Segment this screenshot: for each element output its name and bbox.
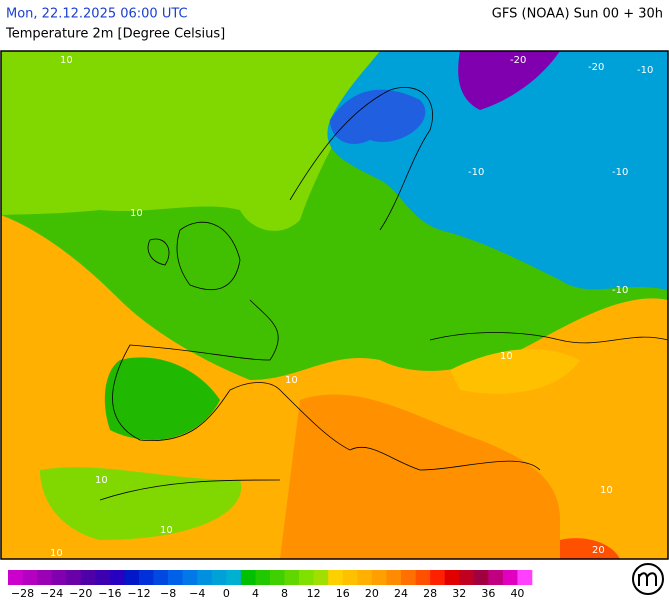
legend-swatch — [357, 570, 373, 585]
legend-swatch — [153, 570, 169, 585]
contour-label: -10 — [468, 167, 484, 178]
parameter: Temperature 2m [Degree Celsius] — [5, 27, 225, 42]
legend-label: 4 — [252, 587, 259, 600]
legend-swatch — [226, 570, 242, 585]
datetime: Mon, 22.12.2025 06:00 UTC — [6, 7, 188, 22]
legend-swatch — [240, 570, 256, 585]
legend-label: 0 — [223, 587, 230, 600]
legend-label: 24 — [394, 587, 408, 600]
legend-swatch — [284, 570, 300, 585]
contour-label: 20 — [592, 545, 605, 556]
legend-swatch — [517, 570, 533, 585]
legend-label: −12 — [127, 587, 150, 600]
contour-label: -20 — [510, 55, 526, 66]
legend-label: 36 — [481, 587, 495, 600]
legend-swatch — [182, 570, 198, 585]
model-run: GFS (NOAA) Sun 00 + 30h — [492, 7, 663, 22]
region-frost — [458, 51, 560, 110]
region-very-cold — [330, 89, 426, 144]
legend-swatch — [8, 570, 23, 585]
legend-swatch — [51, 570, 67, 585]
legend-swatch — [313, 570, 329, 585]
legend-swatch — [415, 570, 431, 585]
legend-swatch — [386, 570, 402, 585]
legend-swatch — [80, 570, 96, 585]
legend-label: −28 — [11, 587, 34, 600]
legend-swatch — [342, 570, 358, 585]
region-warm — [280, 394, 560, 559]
contour-label: -20 — [588, 62, 604, 73]
legend-swatch — [168, 570, 183, 585]
legend-label: 40 — [510, 587, 524, 600]
region-anatolia — [450, 349, 580, 394]
legend-swatch — [109, 570, 125, 585]
legend-swatch — [270, 570, 285, 585]
map-frame — [0, 50, 669, 560]
legend-swatch — [371, 570, 387, 585]
contour-label: 10 — [500, 351, 513, 362]
legend-swatch — [95, 570, 111, 585]
legend-swatch — [502, 570, 518, 585]
legend-label: 20 — [365, 587, 379, 600]
legend-label: −24 — [40, 587, 63, 600]
legend-swatch — [430, 570, 445, 585]
legend-swatch — [401, 570, 416, 585]
region-atlas — [40, 467, 242, 540]
legend-swatch — [328, 570, 344, 585]
legend-swatch — [255, 570, 271, 585]
region-iberia — [104, 357, 220, 440]
legend-swatch — [488, 570, 504, 585]
legend-label: 8 — [281, 587, 288, 600]
legend-swatch — [444, 570, 460, 585]
legend-label: −8 — [160, 587, 176, 600]
legend-label: −20 — [69, 587, 92, 600]
map: -20 -20 -10 -10 -10 -10 10 10 10 10 10 10 10 10 20 — [1, 51, 668, 559]
contour-label: 10 — [160, 525, 173, 536]
contour-label: -10 — [612, 167, 628, 178]
legend-swatch — [459, 570, 475, 585]
region-cool — [1, 51, 380, 231]
legend-swatch — [211, 570, 227, 585]
legend-label: −16 — [98, 587, 121, 600]
contour-label: 10 — [600, 485, 613, 496]
contour-labels: -20 -20 -10 -10 -10 -10 10 10 10 10 10 10 10 10 20 — [50, 55, 653, 559]
contour-label: 10 — [50, 548, 63, 559]
legend-swatch — [66, 570, 82, 585]
legend-label: −4 — [189, 587, 205, 600]
legend-label: 12 — [307, 587, 321, 600]
coastlines — [99, 87, 668, 501]
contour-label: 10 — [285, 375, 298, 386]
legend-swatch — [473, 570, 489, 585]
legend-swatch — [124, 570, 140, 585]
contour-label: 10 — [130, 208, 143, 219]
legend-label: 32 — [452, 587, 466, 600]
legend-swatch — [37, 570, 52, 585]
logo — [632, 563, 664, 595]
legend-swatch — [299, 570, 314, 585]
legend-swatch — [197, 570, 213, 585]
legend-label: 16 — [336, 587, 350, 600]
region-hot — [560, 538, 620, 559]
legend-swatch — [139, 570, 154, 585]
contour-label: -10 — [637, 65, 653, 76]
contour-label: -10 — [612, 285, 628, 296]
color-legend: −28 −24 −20 −16 −12 −8 −4 0 4 8 12 16 20 24 28 32 36 40 — [8, 570, 533, 600]
legend-label: 28 — [423, 587, 437, 600]
legend-swatch — [22, 570, 38, 585]
contour-label: 10 — [60, 55, 73, 66]
contour-label: 10 — [95, 475, 108, 486]
